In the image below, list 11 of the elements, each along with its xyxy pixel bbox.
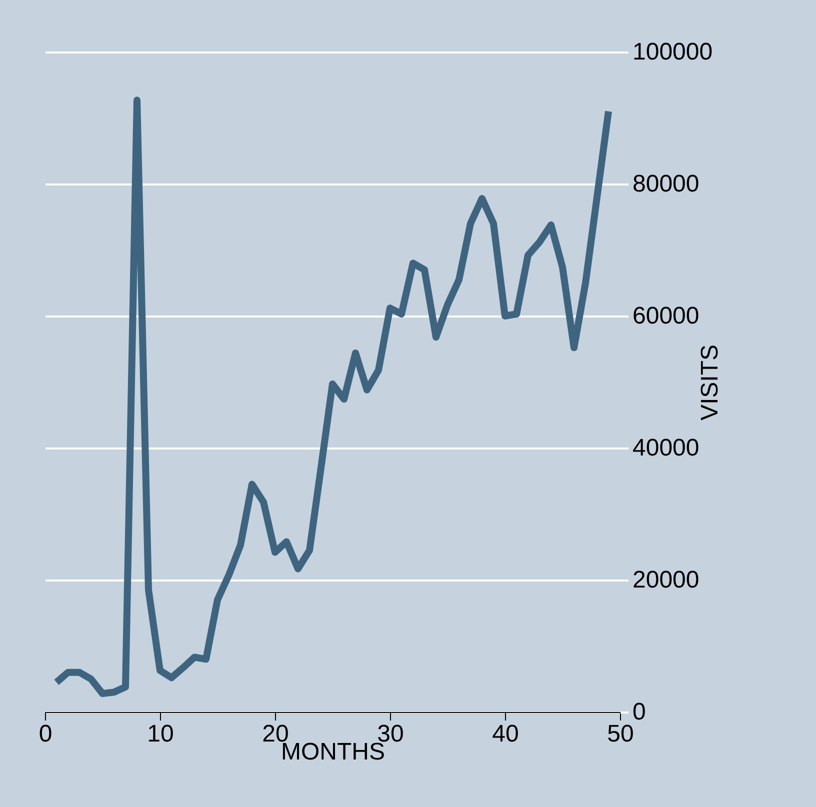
x-tick-label: 50	[607, 720, 634, 748]
x-tick-label: 10	[147, 720, 174, 748]
x-tick-label: 0	[38, 720, 52, 748]
x-tick-label: 40	[492, 720, 519, 748]
y-tick-label: 40000	[632, 434, 700, 462]
y-tick-label: 0	[632, 698, 646, 726]
y-tick-label: 100000	[632, 38, 713, 66]
y-tick-label: 60000	[632, 302, 700, 330]
y-tick-label: 20000	[632, 566, 700, 594]
y-tick-label: 80000	[632, 170, 700, 198]
y-axis-title: VISITS	[696, 344, 724, 421]
